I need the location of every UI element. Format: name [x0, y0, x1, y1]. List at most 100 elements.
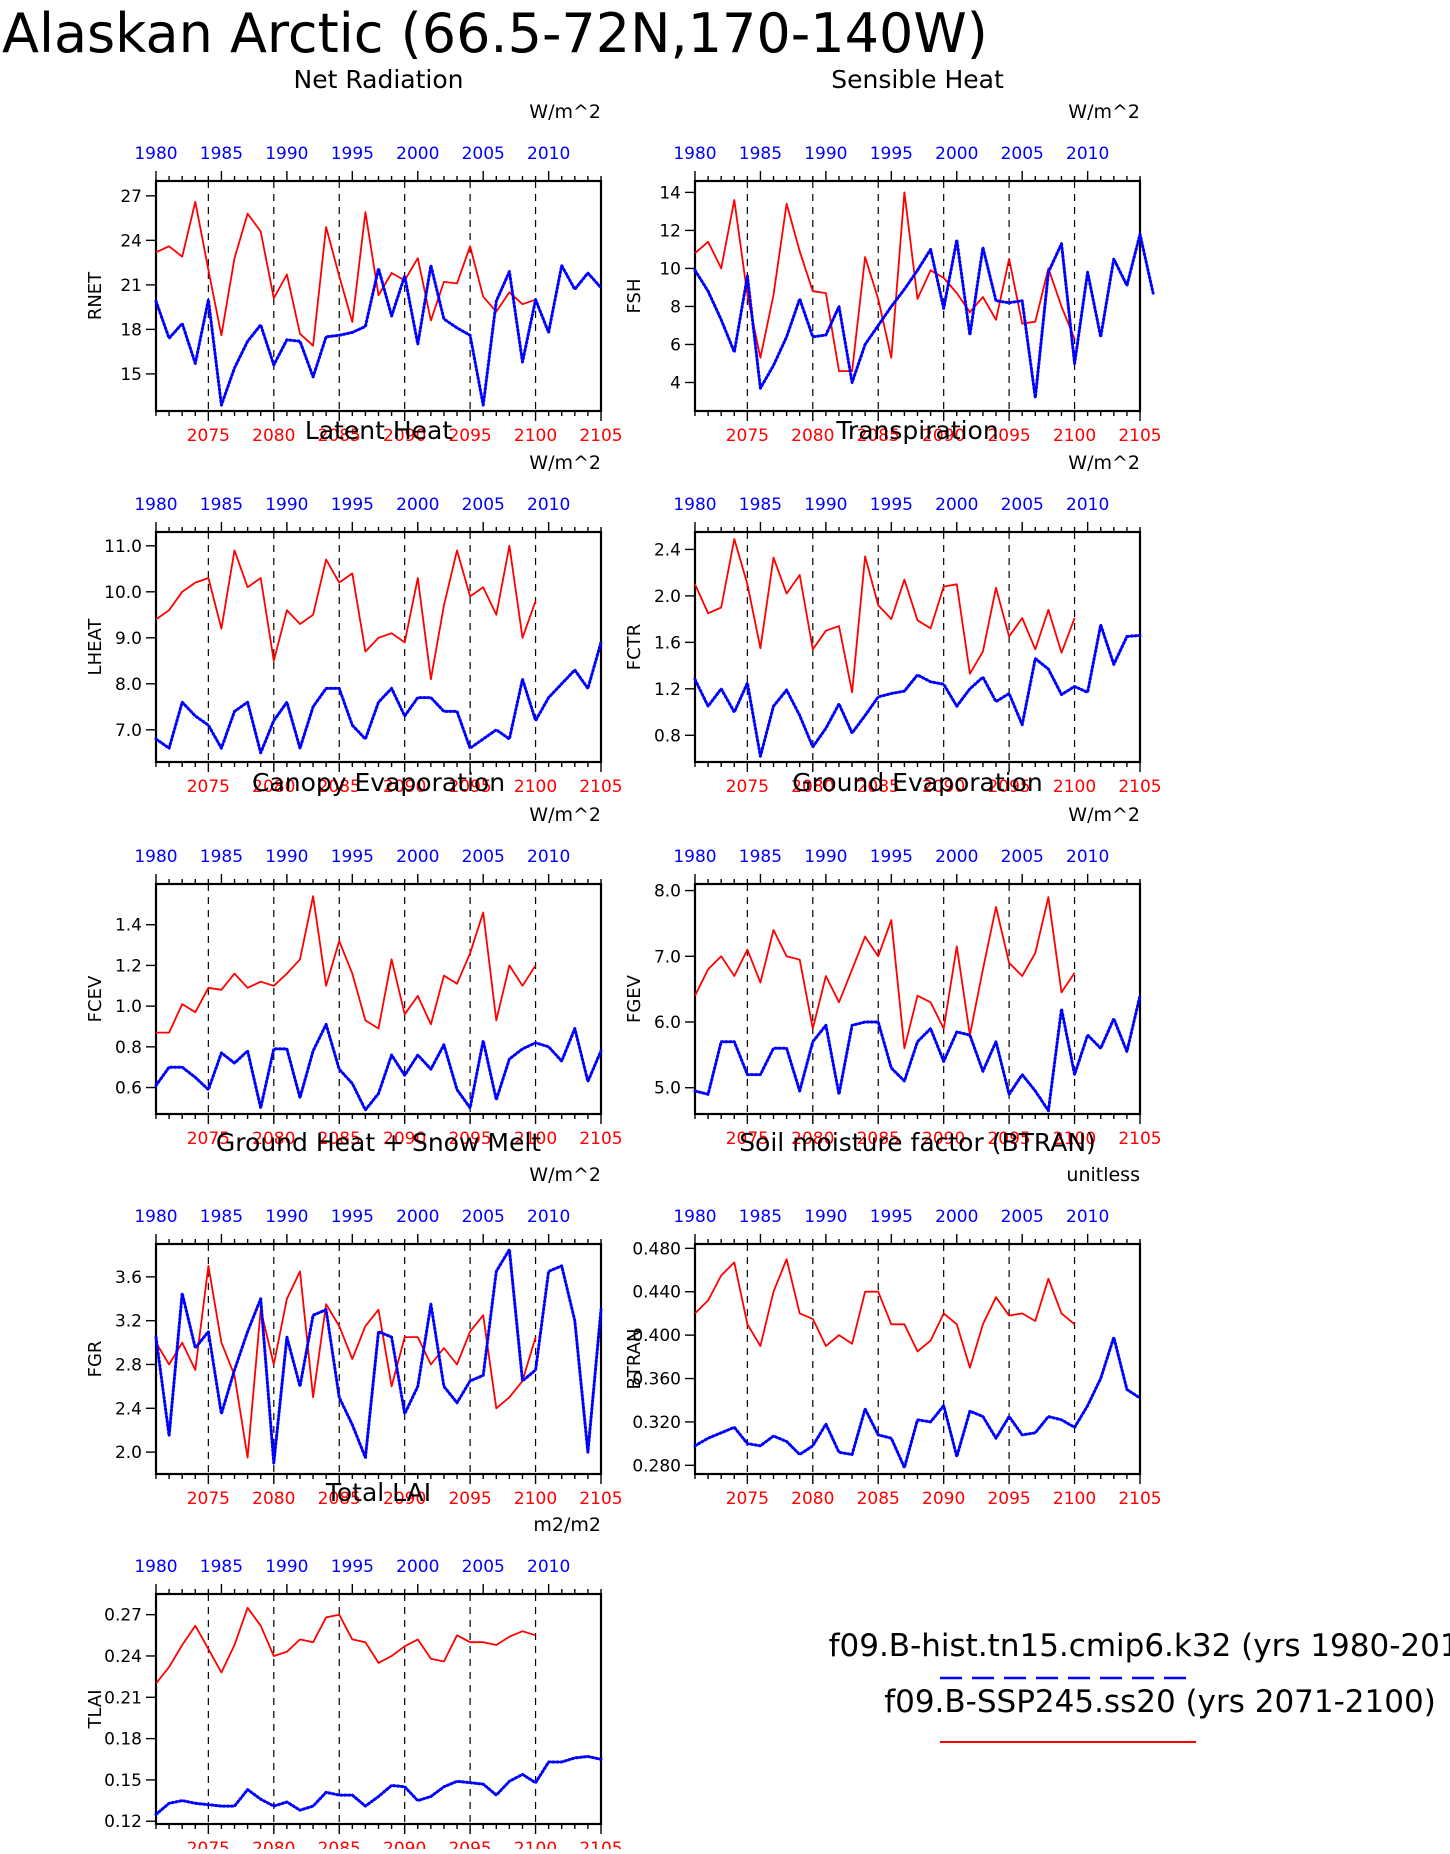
x-top-tick-label: 1990	[804, 495, 847, 515]
series-line-ssp245	[155, 1606, 536, 1685]
x-bottom-tick-label: 2080	[791, 1489, 834, 1509]
x-top-tick-label: 1995	[870, 847, 913, 867]
legend-hist-label: f09.B-hist.tn15.cmip6.k32 (yrs 1980-2014…	[829, 1628, 1450, 1664]
chart-title: Latent Heat	[305, 416, 453, 445]
y-tick-label: 0.21	[104, 1688, 142, 1708]
plot-frame	[693, 1242, 1142, 1476]
y-tick-label: 1.6	[654, 633, 681, 653]
x-bottom-tick-label: 2090	[922, 426, 965, 446]
y-axis-label: FCTR	[624, 624, 645, 670]
plot-frame	[154, 1242, 603, 1476]
x-bottom-tick-label: 2095	[448, 777, 491, 797]
x-bottom-tick-label: 2080	[252, 1129, 295, 1149]
y-tick-label: 10.0	[104, 583, 142, 603]
x-bottom-tick-label: 2075	[187, 1839, 230, 1849]
x-bottom-tick-label: 2080	[252, 426, 295, 446]
x-top-tick-label: 2005	[1001, 495, 1044, 515]
chart-title: Total LAI	[325, 1478, 431, 1507]
chart-lheat: Latent Heat W/m^2 LHEAT 2075 2080 2085 2090 209…	[85, 416, 623, 797]
y-axis-label: BTRAN	[624, 1329, 645, 1390]
x-bottom-tick-label: 2105	[579, 426, 622, 446]
x-bottom-tick-label: 2095	[987, 1129, 1030, 1149]
x-bottom-tick-label: 2080	[252, 1489, 295, 1509]
x-top-tick-label: 2000	[935, 847, 978, 867]
x-bottom-tick-label: 2085	[857, 1489, 900, 1509]
x-top-tick-label: 1990	[265, 847, 308, 867]
chart-title: Soil moisture factor (BTRAN)	[739, 1128, 1096, 1157]
x-top-tick-label: 1980	[134, 1557, 177, 1577]
units-label: W/m^2	[529, 101, 601, 123]
series-line-hist	[693, 994, 1142, 1113]
y-tick-label: 18	[120, 320, 142, 340]
x-top-tick-label: 2010	[527, 144, 570, 164]
chart-rnet: Net Radiation W/m^2 RNET 2075 2080 2085 2090 20…	[85, 65, 623, 446]
series-line-ssp245	[155, 1265, 537, 1459]
x-top-tick-label: 1995	[331, 1557, 374, 1577]
series-line-hist	[154, 1022, 603, 1112]
y-tick-label: 10	[659, 259, 681, 279]
x-top-tick-label: 1995	[331, 495, 374, 515]
x-bottom-tick-label: 2100	[1053, 777, 1096, 797]
x-bottom-tick-label: 2105	[1118, 1489, 1161, 1509]
x-bottom-tick-label: 2080	[791, 426, 834, 446]
y-tick-label: 2.8	[115, 1355, 142, 1375]
y-tick-label: 1.0	[115, 997, 142, 1017]
legend: f09.B-hist.tn15.cmip6.k32 (yrs 1980-2014…	[829, 1628, 1450, 1743]
x-bottom-tick-label: 2095	[987, 777, 1030, 797]
y-tick-label: 7.0	[654, 947, 681, 967]
x-top-tick-label: 2010	[1066, 847, 1109, 867]
x-bottom-tick-label: 2085	[857, 1129, 900, 1149]
x-top-tick-label: 1990	[804, 144, 847, 164]
x-bottom-tick-label: 2095	[448, 1489, 491, 1509]
y-tick-label: 7.0	[115, 721, 142, 741]
y-tick-label: 5.0	[654, 1079, 681, 1099]
x-bottom-tick-label: 2090	[383, 426, 426, 446]
x-bottom-tick-label: 2090	[383, 1129, 426, 1149]
y-tick-label: 0.15	[104, 1771, 142, 1791]
y-axis-label: TLAI	[85, 1689, 106, 1729]
x-top-tick-label: 1990	[804, 1207, 847, 1227]
x-bottom-tick-label: 2085	[318, 1489, 361, 1509]
y-tick-label: 6	[670, 335, 681, 355]
x-bottom-tick-label: 2100	[1053, 426, 1096, 446]
x-bottom-tick-label: 2090	[922, 1489, 965, 1509]
x-bottom-tick-label: 2100	[514, 1129, 557, 1149]
x-bottom-tick-label: 2105	[579, 777, 622, 797]
x-top-tick-label: 2010	[1066, 1207, 1109, 1227]
y-tick-label: 1.4	[115, 916, 142, 936]
y-tick-label: 0.360	[632, 1370, 681, 1390]
series-line-ssp245	[694, 1258, 1076, 1369]
x-top-tick-label: 2000	[935, 144, 978, 164]
x-top-tick-label: 1985	[739, 1207, 782, 1227]
x-top-tick-label: 1985	[200, 1557, 243, 1577]
x-bottom-tick-label: 2085	[318, 1129, 361, 1149]
chart-title: Ground Evaporation	[792, 768, 1042, 797]
units-label: W/m^2	[529, 452, 601, 474]
y-axis-label: FGR	[85, 1341, 106, 1378]
x-bottom-tick-label: 2085	[318, 1839, 361, 1849]
y-tick-label: 12	[659, 221, 681, 241]
y-tick-label: 11.0	[104, 537, 142, 557]
x-bottom-tick-label: 2085	[857, 777, 900, 797]
series-line-ssp245	[694, 191, 1076, 373]
x-top-tick-label: 1995	[331, 1207, 374, 1227]
x-top-tick-label: 1995	[331, 144, 374, 164]
series-line-ssp245	[694, 896, 1076, 1050]
x-bottom-tick-label: 2075	[726, 426, 769, 446]
x-top-tick-label: 1985	[200, 847, 243, 867]
y-tick-label: 0.27	[104, 1606, 142, 1626]
x-bottom-tick-label: 2090	[383, 777, 426, 797]
y-tick-label: 8.0	[654, 882, 681, 902]
x-top-tick-label: 2005	[462, 847, 505, 867]
x-top-tick-label: 1980	[673, 495, 716, 515]
chart-fsh: Sensible Heat W/m^2 FSH 2075 2080 2085 2090 209…	[624, 65, 1162, 446]
y-tick-label: 9.0	[115, 629, 142, 649]
y-tick-label: 8.0	[115, 675, 142, 695]
y-tick-label: 0.320	[632, 1413, 681, 1433]
series-line-hist	[154, 1755, 603, 1816]
x-bottom-tick-label: 2075	[187, 1489, 230, 1509]
plot-frame	[154, 530, 603, 764]
y-tick-label: 0.280	[632, 1456, 681, 1476]
y-tick-label: 2.0	[115, 1443, 142, 1463]
